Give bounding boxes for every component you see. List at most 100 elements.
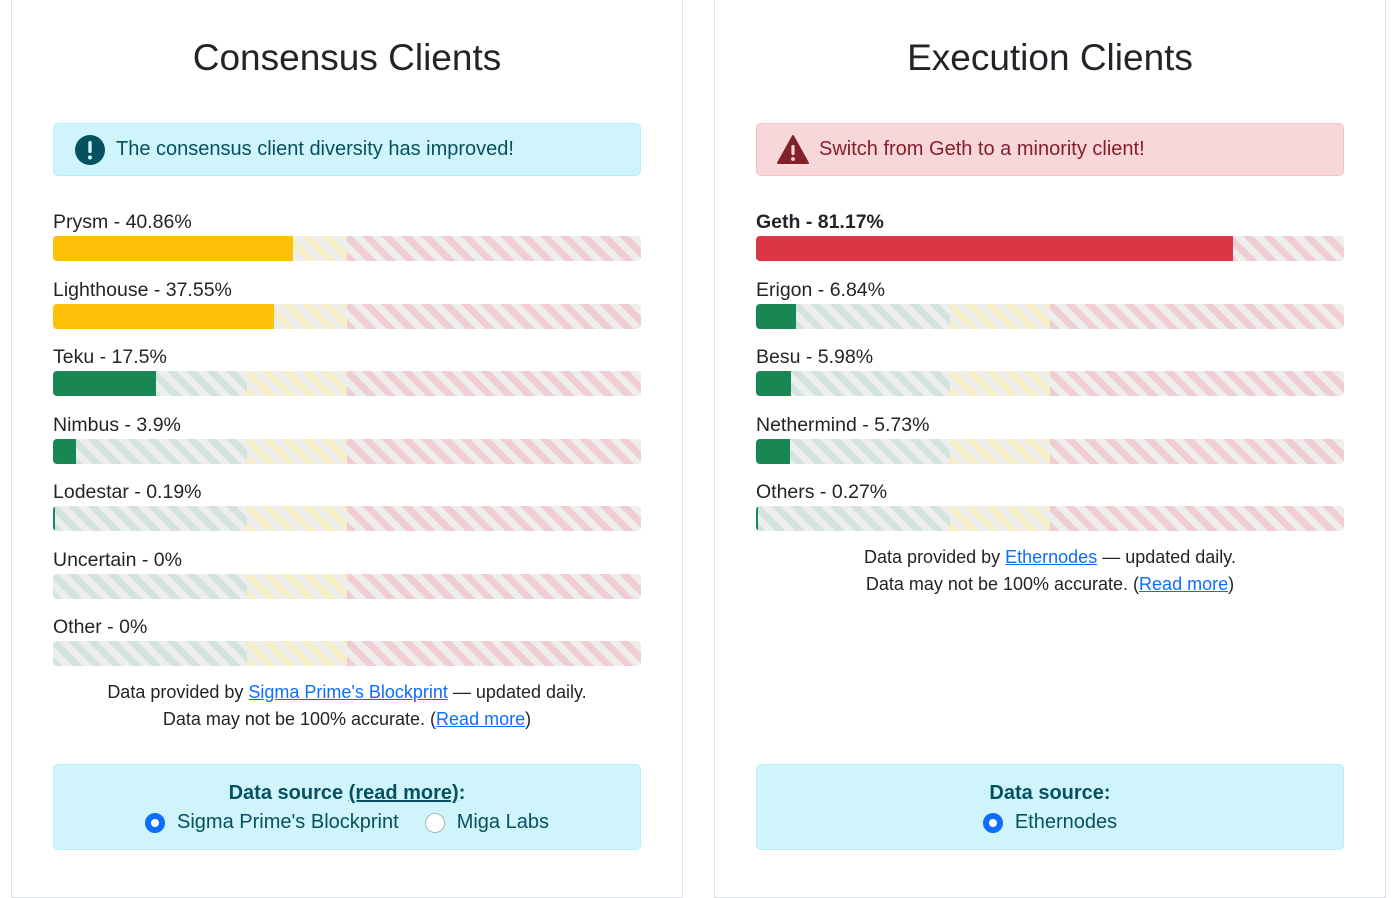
- client-label: Teku - 17.5%: [53, 346, 167, 368]
- progress-track: [53, 438, 641, 464]
- progress-fill: [53, 371, 156, 396]
- execution-alert-text: Switch from Geth to a minority client!: [819, 138, 1145, 160]
- progress-track: [756, 371, 1344, 396]
- threshold-zone: [53, 641, 248, 666]
- progress-track: [756, 303, 1344, 329]
- client-row: Lodestar - 0.19%: [53, 480, 641, 548]
- progress-fill: [756, 506, 759, 531]
- consensus-clients-card: Consensus Clients The consensus client d…: [11, 0, 683, 898]
- execution-note-line2: Data may not be 100% accurate. (Read mor…: [865, 574, 1235, 594]
- consensus-data-source-box: Data source (read more): Sigma Prime's B…: [53, 764, 641, 850]
- threshold-zone: [1049, 438, 1344, 464]
- threshold-zone: [950, 371, 1050, 396]
- source-read-more-link[interactable]: (read more): [348, 782, 459, 804]
- progress-track: [53, 303, 641, 329]
- client-label: Other - 0%: [53, 616, 148, 638]
- progress-fill: [53, 506, 56, 531]
- execution-source-options: Ethernodes: [757, 811, 1343, 834]
- execution-source-title: Data source:: [989, 782, 1111, 804]
- consensus-note: Data provided by Sigma Prime's Blockprin…: [12, 679, 682, 733]
- progress-fill: [53, 438, 76, 464]
- threshold-zone: [756, 506, 951, 531]
- exclamation-circle-icon: [74, 134, 106, 166]
- consensus-read-more-link[interactable]: Read more: [436, 709, 526, 729]
- progress-fill: [53, 236, 294, 261]
- progress-track: [53, 371, 641, 396]
- client-label: Geth - 81.17%: [756, 211, 884, 233]
- execution-title: Execution Clients: [907, 37, 1193, 78]
- client-label: Others - 0.27%: [756, 481, 888, 503]
- consensus-source-title: Data source (read more):: [228, 782, 466, 804]
- client-label: Prysm - 40.86%: [53, 211, 192, 233]
- client-row: Nimbus - 3.9%: [53, 413, 641, 481]
- radio-button[interactable]: [145, 812, 166, 833]
- client-row: Others - 0.27%: [756, 480, 1344, 548]
- threshold-zone: [346, 438, 641, 464]
- execution-note: Data provided by Ethernodes — updated da…: [715, 544, 1385, 598]
- blockprint-link[interactable]: Sigma Prime's Blockprint: [248, 682, 448, 702]
- client-row: Prysm - 40.86%: [53, 210, 641, 278]
- threshold-zone: [1049, 303, 1344, 329]
- progress-track: [756, 506, 1344, 531]
- threshold-zone: [247, 438, 347, 464]
- client-row: Nethermind - 5.73%: [756, 413, 1344, 481]
- data-source-option-label: Sigma Prime's Blockprint: [177, 811, 399, 833]
- warning-triangle-icon: [777, 134, 809, 166]
- client-label: Uncertain - 0%: [53, 548, 182, 571]
- execution-note-line1: Data provided by Ethernodes — updated da…: [864, 547, 1236, 567]
- client-label: Besu - 5.98%: [756, 346, 874, 368]
- threshold-zone: [346, 303, 641, 329]
- client-label: Erigon - 6.84%: [756, 278, 885, 301]
- progress-track: [53, 573, 641, 599]
- data-source-option[interactable]: Ethernodes: [982, 811, 1118, 834]
- threshold-zone: [1049, 506, 1344, 531]
- threshold-zone: [53, 573, 248, 599]
- progress-track: [53, 236, 641, 261]
- data-source-option[interactable]: Sigma Prime's Blockprint: [145, 811, 399, 834]
- consensus-alert-text: The consensus client diversity has impro…: [116, 138, 514, 160]
- consensus-note-line1: Data provided by Sigma Prime's Blockprin…: [107, 682, 587, 702]
- data-source-option[interactable]: Miga Labs: [424, 811, 549, 834]
- progress-fill: [756, 303, 797, 329]
- ethernodes-link[interactable]: Ethernodes: [1005, 547, 1098, 567]
- execution-alert: Switch from Geth to a minority client!: [756, 123, 1344, 176]
- client-row: Lighthouse - 37.55%: [53, 278, 641, 346]
- progress-fill: [756, 371, 792, 396]
- radio-button[interactable]: [424, 812, 445, 833]
- client-row: Geth - 81.17%: [756, 210, 1344, 278]
- execution-read-more-link[interactable]: Read more: [1139, 574, 1229, 594]
- threshold-zone: [346, 236, 641, 261]
- threshold-zone: [247, 573, 347, 599]
- consensus-alert: The consensus client diversity has impro…: [53, 123, 641, 176]
- progress-track: [756, 438, 1344, 464]
- execution-bars: Geth - 81.17% Erigon - 6.84% Besu - 5.98% N…: [756, 210, 1344, 548]
- threshold-zone: [53, 438, 248, 464]
- progress-track: [756, 236, 1344, 261]
- execution-data-source-box: Data source: Ethernodes: [756, 764, 1344, 850]
- threshold-zone: [950, 303, 1050, 329]
- threshold-zone: [53, 506, 248, 531]
- progress-track: [53, 506, 641, 531]
- progress-fill: [53, 303, 274, 329]
- client-label: Nimbus - 3.9%: [53, 413, 181, 436]
- consensus-bars: Prysm - 40.86% Lighthouse - 37.55% Teku - …: [53, 210, 641, 683]
- threshold-zone: [950, 506, 1050, 531]
- threshold-zone: [346, 506, 641, 531]
- consensus-source-options: Sigma Prime's Blockprint Miga Labs: [54, 811, 640, 834]
- client-row: Besu - 5.98%: [756, 345, 1344, 413]
- data-source-option-label: Ethernodes: [1014, 811, 1118, 833]
- threshold-zone: [346, 641, 641, 666]
- progress-track: [53, 641, 641, 666]
- threshold-zone: [247, 506, 347, 531]
- consensus-note-line2: Data may not be 100% accurate. (Read mor…: [162, 709, 532, 729]
- threshold-zone: [1049, 371, 1344, 396]
- execution-clients-card: Execution Clients Switch from Geth to a …: [714, 0, 1386, 898]
- threshold-zone: [346, 573, 641, 599]
- radio-button[interactable]: [982, 812, 1003, 833]
- client-row: Erigon - 6.84%: [756, 278, 1344, 346]
- consensus-title: Consensus Clients: [192, 37, 502, 78]
- client-row: Teku - 17.5%: [53, 345, 641, 413]
- client-row: Other - 0%: [53, 615, 641, 683]
- client-label: Nethermind - 5.73%: [756, 413, 930, 436]
- threshold-zone: [247, 641, 347, 666]
